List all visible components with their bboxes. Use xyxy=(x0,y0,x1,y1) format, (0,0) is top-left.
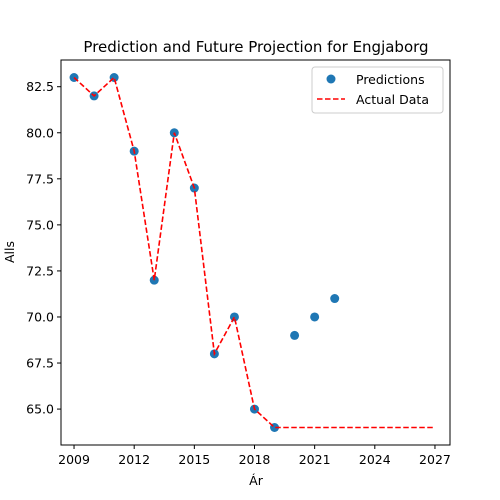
y-axis-title: Alls xyxy=(2,241,17,263)
series-layer xyxy=(69,73,435,432)
y-tick-label: 72.5 xyxy=(26,263,54,278)
prediction-point xyxy=(290,330,300,340)
x-tick-label: 2024 xyxy=(359,452,391,467)
plot-frame xyxy=(60,59,451,446)
legend: Predictions Actual Data xyxy=(311,66,444,114)
x-tick-label: 2027 xyxy=(419,452,451,467)
x-tick-label: 2021 xyxy=(299,452,331,467)
legend-box xyxy=(311,66,444,114)
y-tick-label: 80.0 xyxy=(26,125,54,140)
x-tick-label: 2015 xyxy=(178,452,210,467)
legend-predictions-marker xyxy=(326,74,336,84)
y-tick-label: 65.0 xyxy=(26,402,54,417)
legend-actual-label: Actual Data xyxy=(356,92,429,107)
x-tick-label: 2018 xyxy=(239,452,271,467)
legend-predictions-label: Predictions xyxy=(356,72,425,87)
y-tick-label: 75.0 xyxy=(26,217,54,232)
x-axis-ticks: 2009 2012 2015 2018 2021 2024 2027 xyxy=(58,445,451,467)
y-tick-label: 67.5 xyxy=(26,356,54,371)
x-axis-title: Ár xyxy=(249,473,264,488)
prediction-point xyxy=(330,294,340,304)
y-axis-ticks: 65.0 67.5 70.0 72.5 75.0 77.5 80.0 82.5 xyxy=(26,79,61,417)
prediction-point xyxy=(229,312,239,322)
x-tick-label: 2012 xyxy=(118,452,150,467)
prediction-point xyxy=(310,312,320,322)
chart-title: Prediction and Future Projection for Eng… xyxy=(83,38,428,56)
y-tick-label: 70.0 xyxy=(26,309,54,324)
y-tick-label: 77.5 xyxy=(26,171,54,186)
actual-data-line xyxy=(73,76,435,429)
x-tick-label: 2009 xyxy=(58,452,90,467)
y-tick-label: 82.5 xyxy=(26,79,54,94)
